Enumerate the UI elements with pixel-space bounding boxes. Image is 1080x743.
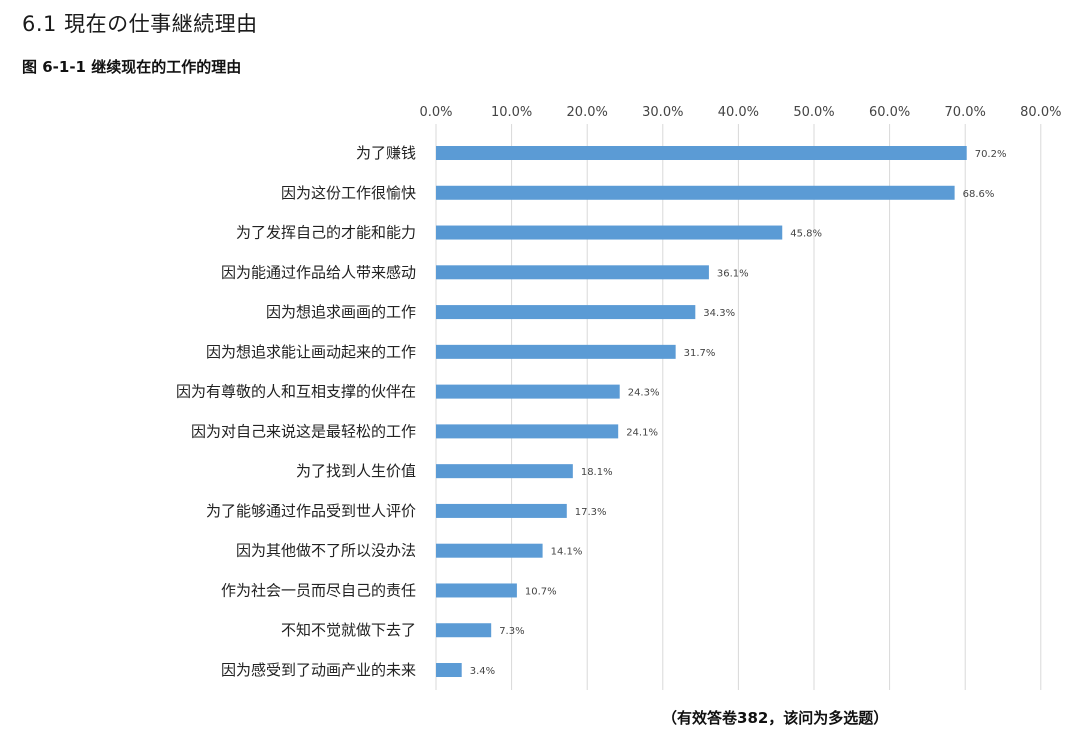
- x-tick-label: 30.0%: [642, 105, 683, 120]
- data-label: 24.3%: [628, 388, 660, 399]
- data-label: 18.1%: [581, 467, 613, 478]
- bar: [436, 424, 619, 439]
- category-label: 因为想追求能让画动起来的工作: [206, 343, 416, 361]
- data-label: 24.1%: [626, 427, 658, 438]
- data-label: 34.3%: [703, 308, 735, 319]
- figure-caption: 图 6-1-1 继续现在的工作的理由: [22, 58, 242, 76]
- data-label: 68.6%: [963, 189, 995, 200]
- bar: [436, 225, 783, 240]
- bar: [436, 265, 709, 280]
- category-label: 作为社会一员而尽自己的责任: [221, 581, 416, 599]
- category-label: 因为其他做不了所以没办法: [236, 542, 416, 560]
- data-labels: 70.2% 68.6% 45.8% 36.1% 34.3% 31.7% 24.3% 24.1%…: [470, 149, 1007, 677]
- bar: [436, 623, 492, 638]
- data-label: 17.3%: [575, 507, 607, 518]
- data-label: 7.3%: [499, 626, 524, 637]
- category-labels: 为了赚钱因为这份工作很愉快为了发挥自己的才能和能力因为能通过作品给人带来感动因为…: [176, 144, 416, 679]
- x-tick-label: 10.0%: [491, 105, 532, 120]
- x-tick-label: 70.0%: [945, 105, 986, 120]
- category-label: 为了找到人生价值: [296, 462, 416, 480]
- x-tick-label: 50.0%: [793, 105, 834, 120]
- bar: [436, 464, 573, 479]
- category-label: 不知不觉就做下去了: [281, 621, 416, 639]
- x-tick-label: 60.0%: [869, 105, 910, 120]
- data-label: 70.2%: [975, 149, 1007, 160]
- x-axis-tick-labels: 0.0% 10.0% 20.0% 30.0% 40.0% 50.0% 60.0% 70.0% 8…: [419, 105, 1061, 120]
- bars: [436, 146, 967, 678]
- bar: [436, 305, 696, 320]
- category-label: 因为想追求画画的工作: [266, 303, 416, 321]
- category-label: 因为感受到了动画产业的未来: [221, 661, 416, 679]
- bar: [436, 543, 543, 558]
- category-label: 因为有尊敬的人和互相支撑的伙伴在: [176, 383, 416, 401]
- category-label: 因为能通过作品给人带来感动: [221, 263, 416, 281]
- x-tick-label: 0.0%: [419, 105, 452, 120]
- section-title: 6.1 現在の仕事継続理由: [22, 12, 258, 36]
- data-label: 31.7%: [684, 348, 716, 359]
- grid-lines: [435, 124, 1042, 690]
- bar: [436, 185, 955, 200]
- category-label: 为了能够通过作品受到世人评价: [206, 502, 416, 520]
- data-label: 10.7%: [525, 586, 557, 597]
- category-label: 为了发挥自己的才能和能力: [236, 224, 416, 242]
- category-label: 因为这份工作很愉快: [281, 184, 416, 202]
- category-label: 因为对自己来说这是最轻松的工作: [191, 422, 416, 440]
- category-label: 为了赚钱: [356, 144, 416, 162]
- x-tick-label: 20.0%: [567, 105, 608, 120]
- data-label: 45.8%: [790, 229, 822, 240]
- bar: [436, 344, 676, 359]
- bar: [436, 663, 462, 678]
- bar: [436, 146, 967, 160]
- data-label: 14.1%: [551, 547, 583, 558]
- x-tick-label: 80.0%: [1020, 105, 1061, 120]
- bar: [436, 503, 567, 518]
- data-label: 36.1%: [717, 268, 749, 279]
- bar: [436, 384, 620, 399]
- survey-note: （有效答卷382，该问为多选题）: [662, 709, 889, 727]
- data-label: 3.4%: [470, 666, 495, 677]
- x-tick-label: 40.0%: [718, 105, 759, 120]
- bar: [436, 583, 517, 598]
